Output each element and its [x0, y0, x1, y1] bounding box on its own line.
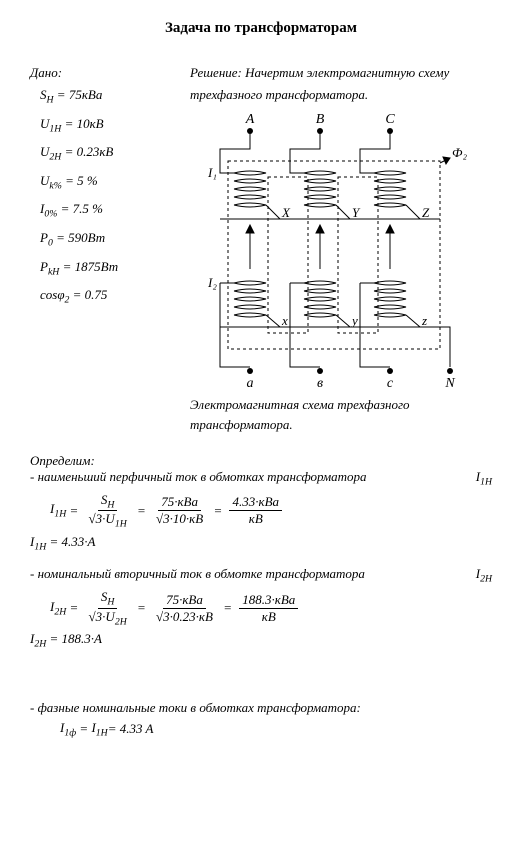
- determine-line-2: - номинальный вторичный ток в обмотке тр…: [30, 566, 492, 585]
- given-p0: P0 = 590Вт: [40, 230, 190, 249]
- diag-label-a2: a: [247, 376, 254, 389]
- transformer-diagram: A B C Ф₂ I₁ I₂: [190, 109, 470, 389]
- i2h-symbol: I2H: [476, 566, 492, 585]
- solution-column: Решение: Начертим электромагнитную схему…: [190, 65, 492, 433]
- given-sh: SH = 75кВа: [40, 87, 190, 106]
- diag-label-n: N: [444, 376, 455, 389]
- determine-block: Определим: - наименьший перфичный ток в …: [30, 453, 492, 738]
- formula-i1f: I1ф = I1H = 4.33 A: [60, 720, 492, 739]
- given-u1h: U1H = 10кВ: [40, 116, 190, 135]
- given-uk: Uk% = 5 %: [40, 173, 190, 192]
- diag-y-lower: y: [350, 313, 358, 328]
- given-column: Дано: SH = 75кВа U1H = 10кВ U2H = 0.23кВ…: [30, 65, 190, 433]
- given-header: Дано:: [30, 65, 190, 81]
- result-i2h: I2H = 188.3·A: [30, 631, 492, 650]
- given-pkh: PkH = 1875Вт: [40, 259, 190, 278]
- formula-i1h: I1H = SH √3·U1H = 75·кВа √3·10·кВ = 4.33…: [50, 492, 492, 530]
- given-cosphi: cosφ2 = 0.75: [40, 287, 190, 306]
- diag-z-upper: Z: [422, 205, 430, 220]
- diag-z-lower: z: [421, 313, 427, 328]
- diag-label-b: B: [316, 112, 325, 127]
- diag-label-c: C: [385, 112, 395, 127]
- i1h-symbol: I1H: [476, 469, 492, 488]
- main-row: Дано: SH = 75кВа U1H = 10кВ U2H = 0.23кВ…: [30, 65, 492, 433]
- page: Задача по трансформаторам Дано: SH = 75к…: [0, 0, 522, 861]
- result-i1h: I1H = 4.33·A: [30, 534, 492, 553]
- solution-intro-2: трехфазного трансформатора.: [190, 87, 492, 103]
- determine-line-3: - фазные номинальные токи в обмотках тра…: [30, 700, 492, 716]
- diag-x-upper: X: [281, 205, 291, 220]
- diag-phi: Ф₂: [452, 145, 467, 160]
- diag-label-a: A: [245, 112, 255, 127]
- determine-header: Определим:: [30, 453, 492, 469]
- given-i0: I0% = 7.5 %: [40, 201, 190, 220]
- diag-label-c2: с: [387, 376, 394, 389]
- diag-x-lower: x: [281, 313, 288, 328]
- diagram-caption-1: Электромагнитная схема трехфазного: [190, 397, 492, 413]
- solution-intro-1: Решение: Начертим электромагнитную схему: [190, 65, 492, 81]
- diag-label-b2: в: [317, 376, 323, 389]
- diag-y-upper: Y: [352, 205, 361, 220]
- formula-i2h: I2H = SH √3·U2H = 75·кВа √3·0.23·кВ = 18…: [50, 589, 492, 627]
- diagram-caption-2: трансформатора.: [190, 417, 492, 433]
- given-u2h: U2H = 0.23кВ: [40, 144, 190, 163]
- determine-line-1: - наименьший перфичный ток в обмотках тр…: [30, 469, 492, 488]
- diag-i2: I₂: [207, 275, 217, 290]
- page-title: Задача по трансформаторам: [30, 20, 492, 37]
- diag-i1: I₁: [207, 165, 217, 180]
